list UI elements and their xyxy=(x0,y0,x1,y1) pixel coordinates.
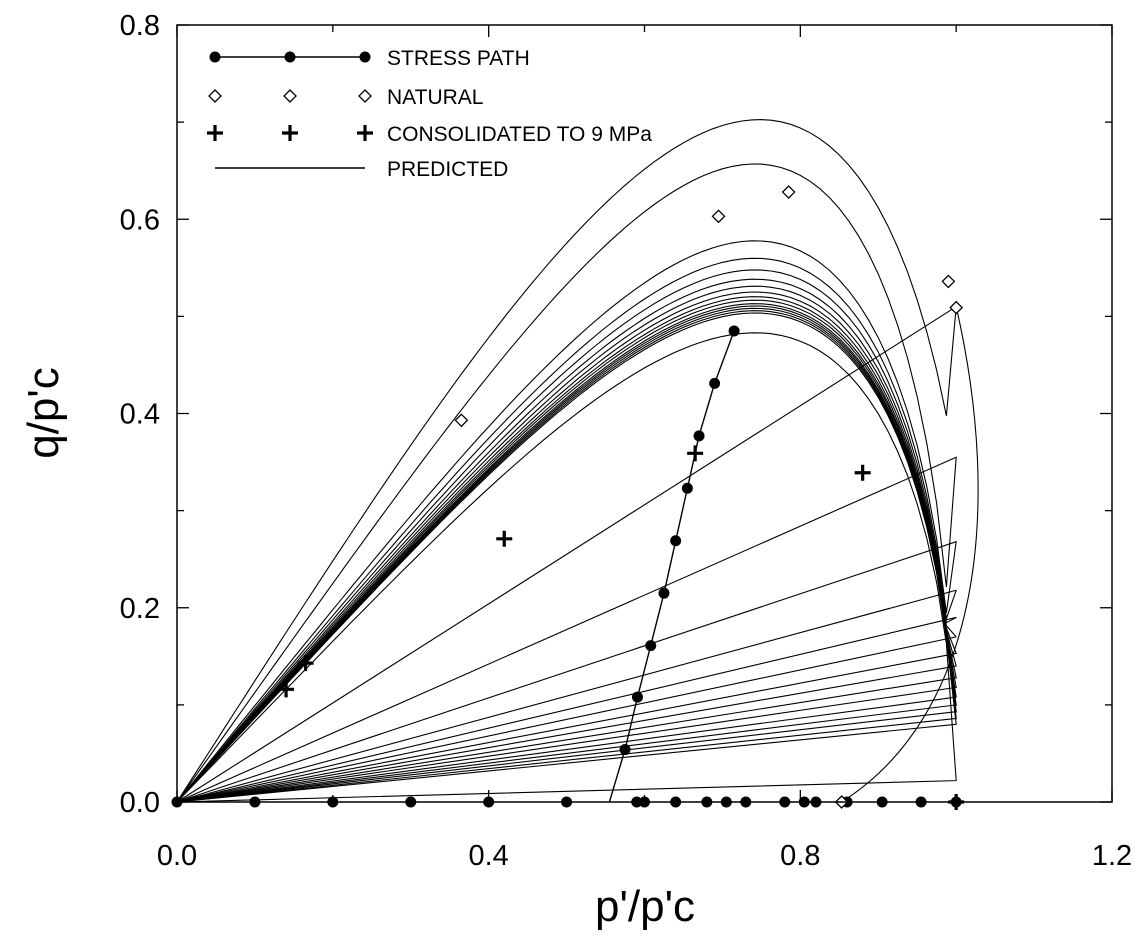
predicted-curve xyxy=(176,291,957,803)
stress-path-point xyxy=(631,691,643,703)
stress-path-point xyxy=(670,535,682,547)
stress-path-point xyxy=(658,587,670,599)
stress-path-point xyxy=(693,430,705,442)
legend-marker xyxy=(358,89,372,103)
y-tick-label: 0.2 xyxy=(120,593,160,625)
axis-ticks xyxy=(176,24,1113,803)
legend-marker xyxy=(284,51,296,63)
stress-path-point xyxy=(681,482,693,494)
legend-label: STRESS PATH xyxy=(387,47,530,70)
legend-marker xyxy=(282,125,298,141)
predicted-curves xyxy=(176,119,979,803)
predicted-curve xyxy=(176,269,958,803)
y-tick-label: 0.0 xyxy=(120,787,160,819)
predicted-curve xyxy=(176,299,957,803)
natural-point xyxy=(941,274,956,289)
stress-path-point xyxy=(728,325,740,337)
natural-point xyxy=(711,209,726,224)
x-tick-label: 1.2 xyxy=(1092,840,1132,872)
legend-label: NATURAL xyxy=(387,86,483,109)
y-tick-label: 0.8 xyxy=(120,10,160,42)
consolidated-point xyxy=(297,655,314,672)
legend-label: PREDICTED xyxy=(387,158,508,181)
legend-marker xyxy=(357,125,373,141)
y-tick-label: 0.6 xyxy=(120,204,160,236)
y-tick-label: 0.4 xyxy=(120,399,160,431)
consolidated-point xyxy=(496,530,513,547)
y-axis-title: q/p'c xyxy=(19,367,68,459)
legend-marker xyxy=(209,51,221,63)
stress-path-point xyxy=(709,377,721,389)
natural-point xyxy=(454,413,469,428)
legend-marker xyxy=(207,125,223,141)
x-tick-label: 0.4 xyxy=(469,840,509,872)
consolidated-point xyxy=(687,445,704,462)
stress-path-line xyxy=(608,330,735,803)
stress-path-point xyxy=(619,744,631,756)
data-points xyxy=(171,185,965,810)
tick-labels: 0.0 0.4 0.8 1.2 0.0 0.2 0.4 0.6 0.8 xyxy=(120,10,1132,872)
predicted-curve xyxy=(176,312,957,803)
legend-marker xyxy=(208,89,222,103)
predicted-curve xyxy=(176,257,957,803)
x-tick-label: 0.8 xyxy=(780,840,820,872)
legend-marker xyxy=(283,89,297,103)
stress-path-polyline xyxy=(608,330,735,803)
legend-label: CONSOLIDATED TO 9 MPa xyxy=(387,123,652,146)
legend-marker xyxy=(359,51,371,63)
natural-point xyxy=(949,300,964,315)
predicted-curve xyxy=(176,296,958,803)
x-tick-label: 0.0 xyxy=(157,840,197,872)
predicted-curve xyxy=(176,240,957,803)
legend: STRESS PATH NATURAL CONSOLIDATED TO 9 MPa P… xyxy=(207,47,652,181)
consolidated-point xyxy=(278,681,295,698)
predicted-curve xyxy=(176,163,957,803)
predicted-curve xyxy=(176,278,957,803)
natural-point xyxy=(781,185,796,199)
predicted-curve xyxy=(176,119,957,803)
predicted-curve xyxy=(176,285,958,803)
stress-path-point xyxy=(645,640,657,652)
consolidated-point xyxy=(854,464,871,481)
predicted-curve xyxy=(176,332,957,803)
predicted-curve-return xyxy=(841,306,979,803)
x-axis-title: p'/p'c xyxy=(595,882,695,931)
